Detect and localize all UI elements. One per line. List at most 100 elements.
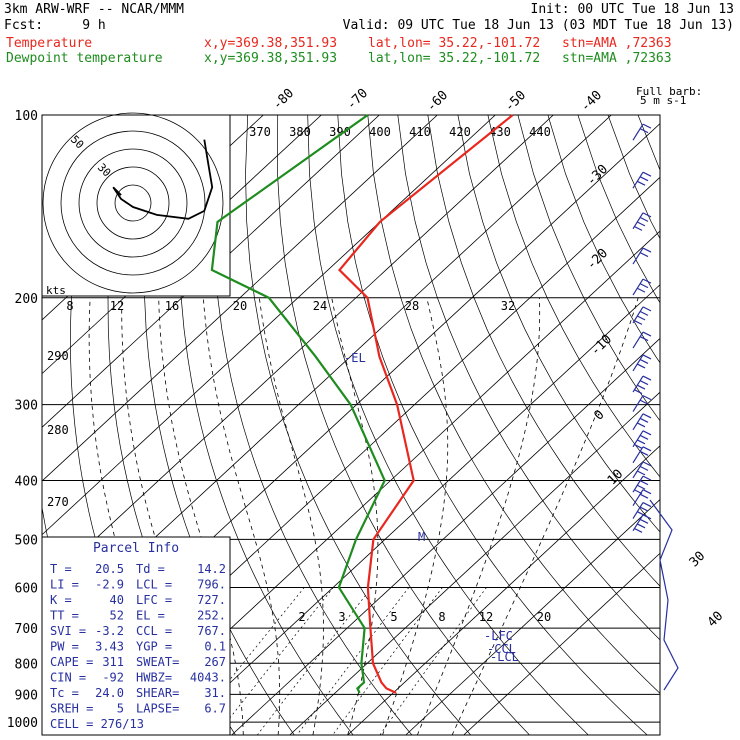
wind-barb-staff: [632, 278, 644, 296]
isotherm-line: [42, 115, 438, 482]
parcel-info-value: 727.: [197, 593, 226, 607]
moist-adiabat-line: [416, 297, 541, 735]
wind-barb-flag: [642, 375, 652, 381]
dry-adiabat-line: [367, 115, 660, 694]
wind-barb-flag: [639, 493, 649, 499]
parcel-info-key: K =: [50, 593, 72, 607]
wind-barb-flag: [642, 247, 652, 253]
parcel-info-value: 311: [102, 655, 124, 669]
wind-barb-flag: [636, 484, 646, 490]
speed-tick-label: 28: [405, 299, 419, 313]
wind-barb-flag: [639, 434, 649, 440]
wind-barb-flag: [642, 171, 652, 177]
moist-adiabat-line: [88, 297, 175, 735]
theta-tick-label: 400: [369, 125, 391, 139]
isotherm-line: [405, 499, 660, 735]
mixing-ratio-label: 8: [438, 610, 445, 624]
wind-barb-flag: [639, 450, 649, 456]
dry-adiabat-line: [607, 115, 660, 240]
speed-tick-label: 32: [501, 299, 515, 313]
parcel-info-key: EL =: [136, 609, 165, 623]
theta-tick-label: 370: [249, 125, 271, 139]
plot-border: [41, 114, 661, 736]
wind-barb-flag: [633, 319, 643, 325]
dry-adiabat-line: [517, 115, 660, 422]
moist-adiabat-line: [258, 297, 324, 735]
parcel-info-key: CIN =: [50, 671, 86, 685]
dewpoint-xy: x,y=369.38,351.93: [204, 51, 338, 66]
wind-barb-staff: [632, 354, 644, 372]
wind-barb-staff: [632, 331, 644, 349]
parcel-info-value: 20.5: [95, 562, 124, 576]
moist-adiabat-line: [451, 297, 639, 735]
dry-adiabat-line: [457, 115, 660, 533]
parcel-info-key: LFC =: [136, 593, 172, 607]
hodograph-ring: [96, 166, 170, 240]
pressure-tick-label: 500: [15, 533, 38, 548]
isotherm-tick-label: -10: [588, 332, 615, 359]
parcel-info-key: Tc =: [50, 686, 79, 700]
dewpoint-station: stn=AMA ,72363: [562, 51, 672, 66]
parcel-info-value: 14.2: [197, 562, 226, 576]
pressure-tick-label: 1000: [7, 716, 38, 731]
speed-tick-label: 8: [66, 299, 73, 313]
dry-adiabat-line: [397, 115, 660, 641]
parcel-info-key: CAPE =: [50, 655, 93, 669]
wind-barb-staff: [632, 502, 644, 519]
temperature-profile: [338, 114, 514, 694]
wind-barb-flag: [642, 395, 652, 401]
pressure-tick-label: 600: [15, 581, 38, 596]
theta-tick-label: 410: [409, 125, 431, 139]
pressure-tick-label: 100: [15, 109, 38, 124]
wind-barb-staff: [632, 247, 644, 265]
wind-barb-flag: [636, 523, 646, 529]
wind-barb-staff: [632, 461, 644, 479]
mixing-ratio-line: [185, 587, 305, 735]
dry-adiabat-line: [668, 115, 740, 735]
init-time: Init: 00 UTC Tue 18 Jun 13: [530, 2, 735, 17]
isotherm-tick-label: -70: [344, 86, 371, 113]
pressure-tick-label: 200: [15, 292, 38, 307]
wind-barb-flag: [642, 278, 652, 284]
dry-adiabat-line: [427, 115, 660, 587]
dry-adiabat-line: [547, 115, 660, 364]
storm-motion-marker: M: [418, 530, 425, 544]
moist-adiabat-line: [382, 297, 449, 735]
wind-barb-flag: [642, 123, 652, 129]
isotherm-tick-label: -60: [424, 88, 451, 115]
wind-barb-flag: [642, 354, 652, 360]
isotherm-tick-label: 10: [605, 467, 627, 489]
parcel-info-key: CCL =: [136, 624, 172, 638]
parcel-info-key: LAPSE=: [136, 702, 179, 716]
wind-barb-flag: [636, 180, 646, 186]
parcel-info-value: 4043.: [190, 671, 226, 685]
isotherm-line: [42, 115, 380, 428]
pressure-tick-label: 700: [15, 622, 38, 637]
pressure-tick-label: 300: [15, 399, 38, 414]
temperature-station: stn=AMA ,72363: [562, 36, 672, 51]
isotherm-tick-label: -40: [578, 88, 605, 115]
wind-barb-flag: [642, 501, 652, 508]
boundary-wind-trace: [649, 499, 679, 691]
mixing-ratio-line: [257, 587, 373, 735]
wind-barb-flag: [636, 315, 646, 321]
speed-tick-label: 24: [313, 299, 327, 313]
wind-barb-flag: [642, 489, 652, 495]
mixing-ratio-label: 5: [390, 610, 397, 624]
wind-barb-flag: [636, 439, 646, 445]
hodograph-ring: [78, 148, 188, 258]
mixing-ratio-label: 20: [537, 610, 551, 624]
isotherm-line: [289, 391, 660, 735]
mixing-ratio-label: 2: [298, 610, 305, 624]
temperature-xy: x,y=369.38,351.93: [204, 36, 338, 51]
parcel-info-value: 0.1: [204, 640, 226, 654]
wind-barb-flag: [642, 413, 652, 419]
theta-tick-label: 390: [329, 125, 351, 139]
wind-barb-flag: [639, 335, 649, 342]
parcel-info-value: -3.2: [95, 624, 124, 638]
parcel-info-value: 796.: [197, 578, 226, 592]
dry-adiabat-line: [277, 115, 530, 735]
wind-barb-flag: [639, 283, 649, 289]
